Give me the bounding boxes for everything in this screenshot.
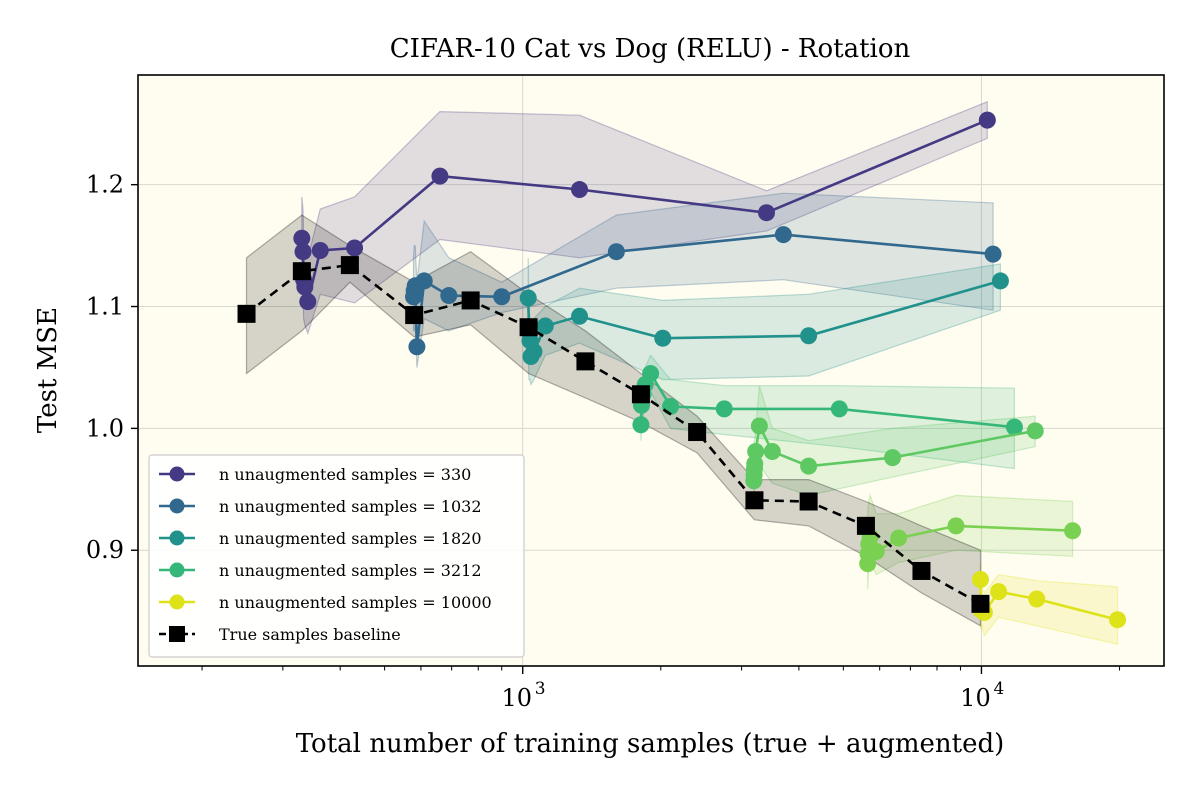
data-point (519, 318, 538, 337)
data-point (1064, 522, 1082, 540)
data-point (493, 288, 511, 306)
data-point (405, 306, 424, 325)
y-tick-label: 0.9 (86, 536, 124, 564)
data-point (431, 167, 449, 185)
legend-marker (169, 466, 185, 482)
legend-label: n unaugmented samples = 1820 (219, 529, 482, 548)
legend-marker (169, 562, 185, 578)
legend-marker (169, 498, 185, 514)
y-axis-label: Test MSE (33, 307, 63, 433)
data-point (346, 239, 364, 257)
data-point (799, 492, 818, 511)
data-point (971, 594, 990, 613)
legend-label: n unaugmented samples = 3212 (219, 561, 482, 580)
legend-box (148, 454, 525, 658)
data-point (654, 329, 672, 347)
y-tick-label: 1.0 (86, 414, 124, 442)
data-point (1026, 422, 1044, 440)
data-point (408, 338, 426, 356)
data-point (884, 449, 902, 467)
data-point (715, 400, 733, 418)
data-point (632, 416, 650, 434)
data-point (890, 529, 908, 547)
data-point (947, 517, 965, 535)
x-tick-label: 10 (960, 684, 991, 712)
data-point (856, 516, 875, 535)
data-point (525, 343, 543, 361)
data-point (750, 417, 768, 435)
y-tick-label: 1.1 (86, 293, 124, 321)
data-point (971, 570, 989, 588)
legend-marker (169, 594, 185, 610)
data-point (440, 287, 458, 305)
data-point (294, 243, 312, 261)
data-point (311, 241, 329, 259)
data-point (747, 443, 765, 461)
data-point (415, 272, 433, 290)
axes: 0.91.01.11.210 3 10 4 (86, 74, 1165, 712)
series-line (245, 263, 982, 606)
data-point (990, 583, 1008, 601)
legend-label: n unaugmented samples = 1032 (219, 497, 482, 516)
data-point (763, 443, 781, 461)
data-point (800, 327, 818, 345)
data-point (607, 243, 625, 261)
data-point (571, 307, 589, 325)
plot-frame (137, 74, 1165, 667)
x-axis-label: Total number of training samples (true +… (296, 729, 1005, 759)
data-point (991, 272, 1009, 290)
x-tick-label: 10 (501, 684, 532, 712)
x-tick-exponent: 3 (535, 679, 546, 699)
bands (245, 100, 1119, 645)
y-tick-label: 1.2 (86, 171, 124, 199)
data-point (1005, 418, 1023, 436)
data-point (340, 256, 359, 275)
data-point (745, 491, 764, 510)
data-point (800, 457, 818, 475)
data-point (642, 365, 660, 383)
data-point (912, 561, 931, 580)
data-point (292, 262, 311, 281)
legend-label: n unaugmented samples = 10000 (219, 593, 492, 612)
data-point (576, 352, 595, 371)
legend-marker (169, 530, 185, 546)
x-tick-exponent: 4 (993, 679, 1004, 699)
data-point (237, 304, 256, 323)
chart-title: CIFAR-10 Cat vs Dog (RELU) - Rotation (390, 34, 911, 64)
data-point (662, 397, 680, 415)
data-point (978, 111, 996, 129)
data-point (830, 400, 848, 418)
data-point (867, 542, 885, 560)
data-point (1109, 611, 1127, 629)
data-point (299, 293, 317, 311)
data-point (631, 385, 650, 404)
data-point (536, 317, 554, 335)
confidence-band (867, 493, 1074, 590)
series-lines (237, 111, 1127, 629)
data-point (1028, 590, 1046, 608)
data-point (984, 245, 1002, 263)
legend: n unaugmented samples = 330 n unaugmented… (148, 454, 525, 658)
data-point (688, 423, 707, 442)
data-point (774, 226, 792, 244)
legend-marker (169, 626, 185, 642)
confidence-band (245, 214, 982, 627)
data-point (296, 278, 314, 296)
data-point (571, 181, 589, 199)
data-point (461, 291, 480, 310)
data-point (519, 289, 537, 307)
legend-label: n unaugmented samples = 330 (219, 465, 471, 484)
data-point (746, 455, 764, 473)
legend-label: True samples baseline (219, 625, 401, 644)
data-point (293, 229, 311, 247)
data-point (758, 204, 776, 222)
